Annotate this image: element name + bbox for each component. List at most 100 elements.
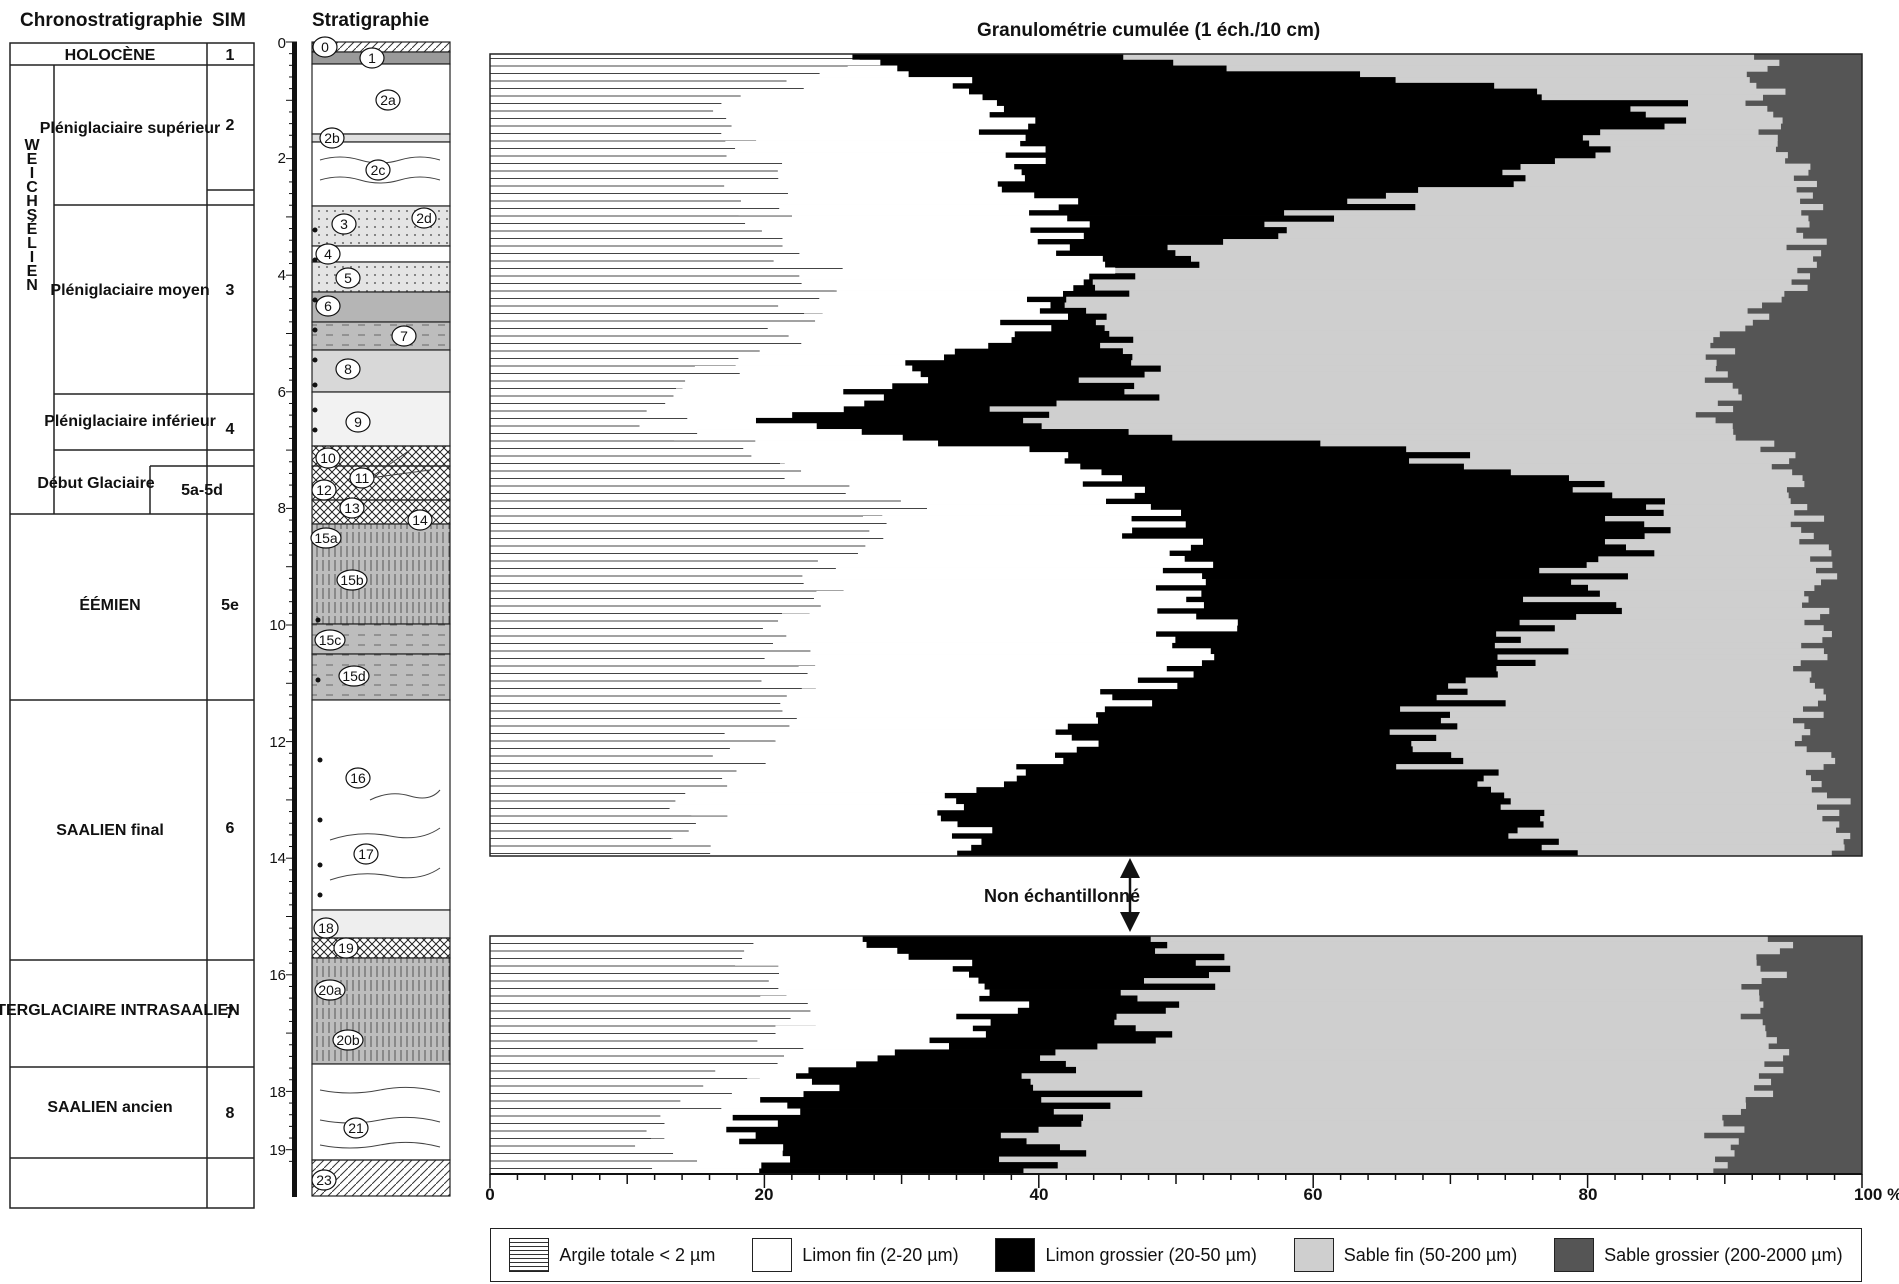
clay-row <box>490 827 689 834</box>
coarse-silt-row <box>490 105 1631 113</box>
legend-swatch-fine-silt <box>752 1238 793 1272</box>
layer-marker <box>407 509 433 531</box>
clay-row <box>490 1013 791 1020</box>
clay-row <box>490 342 802 349</box>
coarse-silt-row <box>490 146 1611 153</box>
fine-silt-row <box>490 705 1105 713</box>
clay-row <box>490 123 732 130</box>
layer-label: 21 <box>348 1120 364 1136</box>
coarse-silt-row <box>490 88 1538 95</box>
clay-row <box>490 555 818 563</box>
layer-label: 15b <box>340 572 364 588</box>
clay-row <box>490 763 733 770</box>
fine-silt-row <box>490 446 1030 453</box>
fine-sand-row <box>490 1108 1741 1115</box>
clay-row <box>490 88 779 95</box>
clay-row <box>490 550 858 557</box>
clay-row <box>490 636 750 643</box>
fine-silt-row <box>490 463 1081 470</box>
clay-row <box>490 100 722 107</box>
fine-sand-row <box>490 284 1808 291</box>
clay-row <box>490 267 843 274</box>
fine-silt-row <box>490 405 844 413</box>
clay-row <box>490 94 741 101</box>
legend-item-fine-sand: Sable fin (50-200 µm) <box>1293 1238 1517 1272</box>
fine-sand-row <box>490 1162 1728 1169</box>
weichselien-vertical-label: WEICHSÉLIEN <box>23 137 40 291</box>
fine-sand-row <box>490 423 1733 430</box>
clay-row <box>490 717 797 724</box>
fine-silt-row <box>490 619 1238 626</box>
coarse-silt-row <box>490 134 1583 141</box>
fine-silt-row <box>490 209 1030 216</box>
coarse-silt-row <box>490 821 1544 828</box>
clay-row <box>490 238 775 245</box>
clay-row <box>490 319 816 326</box>
clay-row <box>490 152 727 159</box>
depth-label-0: 0 <box>278 35 286 52</box>
clay-row <box>490 509 883 516</box>
fine-silt-row <box>490 434 903 441</box>
layer-label: 3 <box>340 216 348 232</box>
fine-sand-row <box>490 1019 1763 1026</box>
layer-label: 15c <box>319 632 342 648</box>
clay-row <box>490 832 672 840</box>
fine-silt-row <box>490 129 979 136</box>
clay-row <box>490 740 776 747</box>
clay-row <box>490 705 783 713</box>
coarse-silt-row <box>490 140 1590 147</box>
clay-row <box>490 1144 636 1151</box>
clay-row <box>490 198 741 205</box>
fine-silt-row <box>490 613 1197 620</box>
clay-row <box>490 463 785 470</box>
clay-row <box>490 729 725 736</box>
clay-row <box>490 394 674 401</box>
layer-marker <box>411 207 437 229</box>
clay-row <box>490 769 737 776</box>
clay-row <box>490 290 837 297</box>
layer-label: 2a <box>380 92 396 108</box>
fine-silt-row <box>490 111 990 118</box>
clay-row <box>490 953 743 961</box>
clay-row <box>490 809 692 817</box>
clay-row <box>490 625 763 632</box>
coarse-silt-row <box>490 1114 1084 1121</box>
fine-silt-row <box>490 123 1029 130</box>
fine-sand-row <box>490 1156 1716 1163</box>
fine-sand-row <box>490 267 1798 274</box>
fine-silt-row <box>490 475 1122 482</box>
fine-silt-row <box>490 752 1056 759</box>
fine-silt-row <box>490 682 1178 690</box>
coarse-silt-row <box>490 94 1542 101</box>
panel-upper <box>490 54 1862 856</box>
clay-row <box>490 1090 732 1098</box>
layer-label: 19 <box>338 940 354 956</box>
fine-silt-row <box>490 809 938 817</box>
layer-label: 8 <box>344 361 352 377</box>
legend-swatch-coarse-sand <box>1554 1238 1595 1272</box>
clay-row <box>490 221 746 228</box>
clay-row <box>490 365 695 372</box>
clay-row <box>490 480 850 488</box>
fine-silt-row <box>490 734 1072 742</box>
clay-row <box>490 492 846 499</box>
layer-clay <box>490 54 927 856</box>
layer-label: 10 <box>320 450 336 466</box>
fine-silt-row <box>490 579 1206 586</box>
fine-sand-row <box>490 1043 1769 1050</box>
layer-marker <box>311 479 337 501</box>
clay-row <box>490 215 792 222</box>
x-tick-label-0: 0 <box>485 1185 494 1204</box>
legend-item-coarse-silt: Limon grossier (20-50 µm) <box>995 1238 1257 1272</box>
legend: Argile totale < 2 µm Limon fin (2-20 µm)… <box>490 1228 1862 1282</box>
coarse-silt-row <box>490 798 1511 805</box>
layer-marker <box>349 467 375 489</box>
sim-4: 4 <box>226 421 235 438</box>
fine-silt-row <box>490 729 1056 736</box>
coarse-silt-row <box>490 827 1518 834</box>
layer-label: 11 <box>355 470 370 486</box>
fine-sand-row <box>490 377 1705 384</box>
fine-sand-row <box>490 1078 1772 1086</box>
clay-row <box>490 619 779 626</box>
layer-marker <box>312 36 338 58</box>
